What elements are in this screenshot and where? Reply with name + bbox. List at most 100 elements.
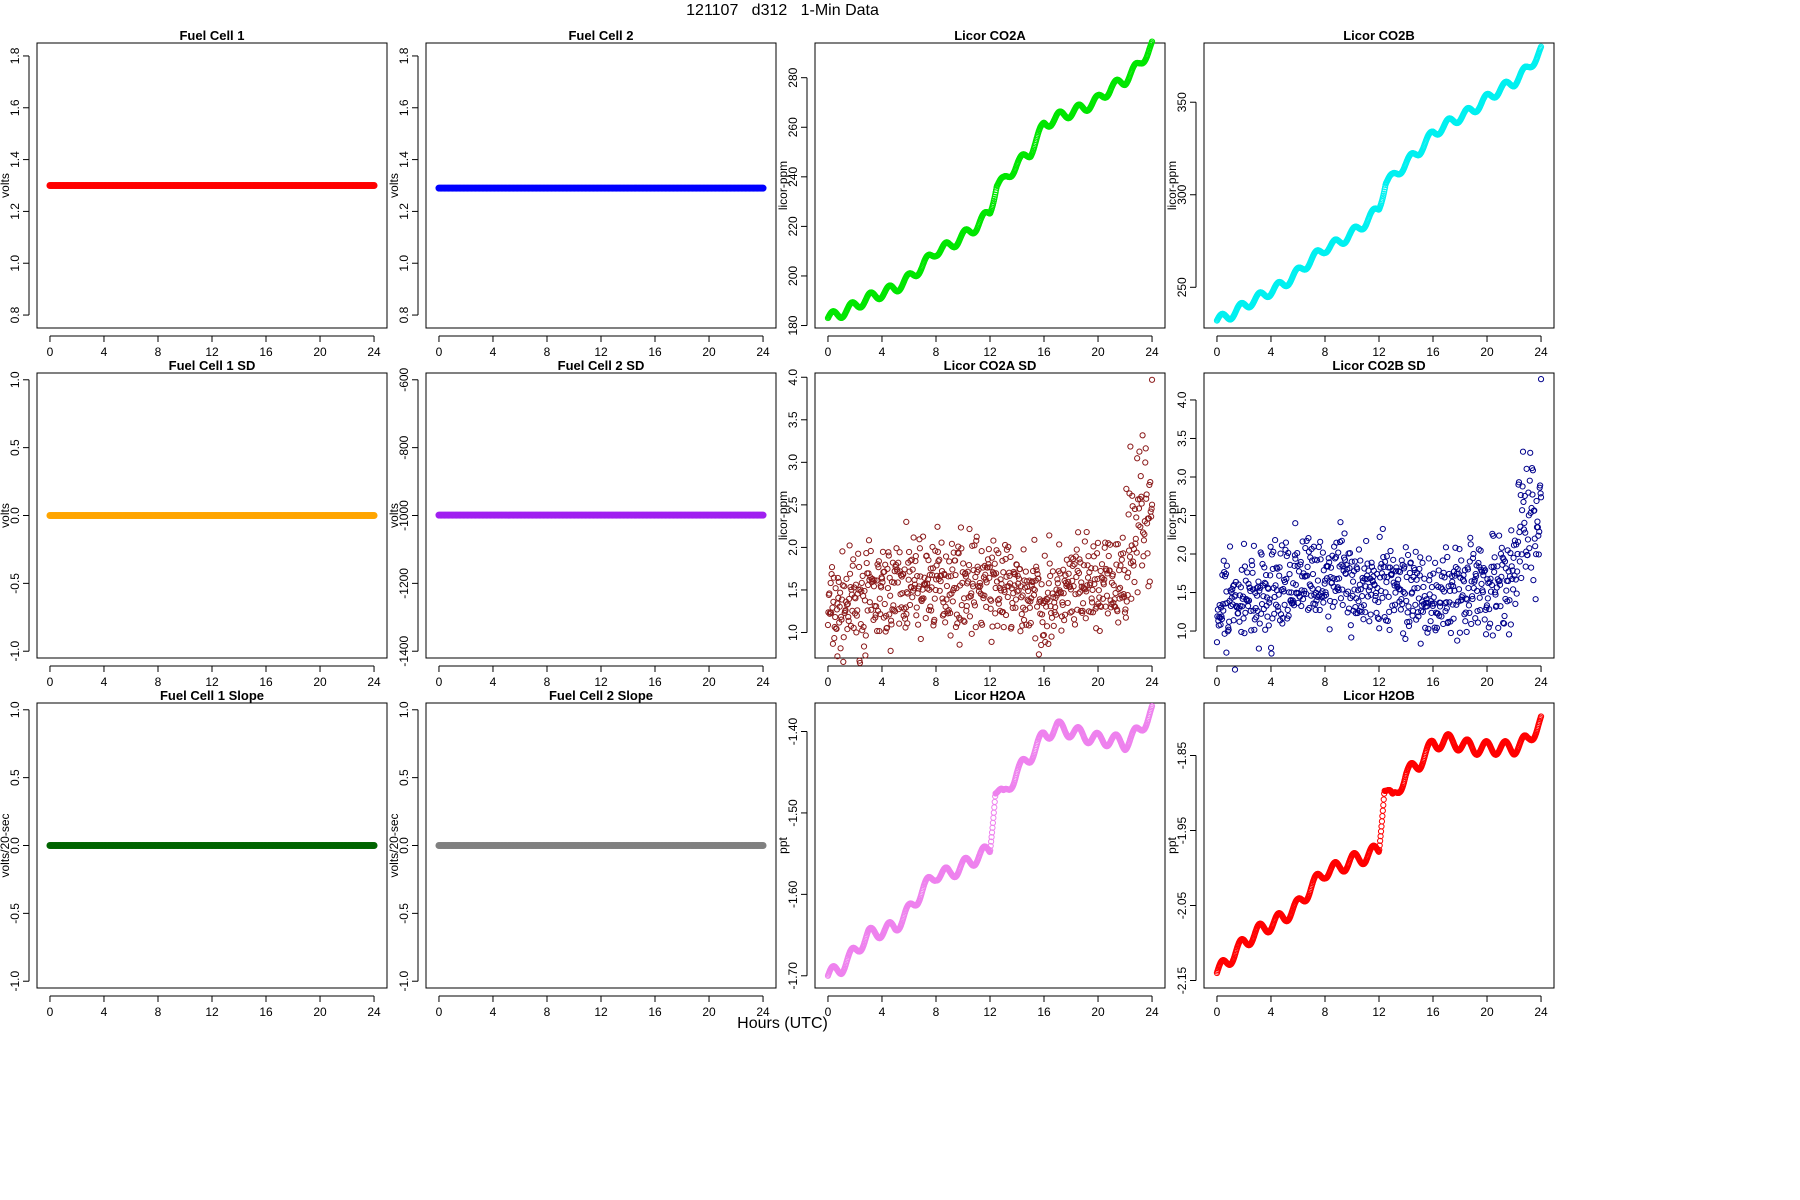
panel-title: Licor CO2B SD [1332,358,1425,373]
data-point [1537,494,1545,501]
data-series [435,511,767,519]
data-point [1419,559,1426,566]
data-point [826,590,833,597]
data-point [870,583,878,590]
panel-title: Licor CO2A [954,28,1026,43]
x-tick-label: 16 [648,675,662,689]
data-point [861,597,869,604]
data-point [1079,600,1087,607]
y-tick-label: -1200 [397,568,411,599]
data-point [1315,543,1322,551]
data-point [1337,595,1345,602]
data-point [1503,587,1510,594]
x-tick-label: 20 [313,675,327,689]
data-point [845,613,852,621]
data-point [922,615,929,622]
data-point [966,525,973,533]
data-point [1226,543,1234,550]
data-point [1089,586,1096,594]
data-point [969,580,976,587]
data-point [908,556,915,563]
data-point [838,616,845,623]
data-point [1101,544,1108,551]
data-series [824,702,1156,979]
plot-frame [814,42,1166,329]
x-tick-label: 16 [259,345,273,359]
x-tick-label: 16 [648,345,662,359]
data-series [1213,43,1545,324]
data-point [759,842,767,849]
y-tick-label: 1.2 [8,203,22,220]
x-tick-label: 16 [1426,345,1440,359]
data-point [1284,606,1291,614]
data-point [1465,585,1472,592]
data-point [1304,563,1311,570]
data-point [1292,555,1299,562]
data-point [1031,536,1038,543]
data-point [862,632,869,639]
data-point [1454,637,1461,644]
chart-panel: Fuel Cell 10 4 8 12 16 20 240.81.01.21.41.61.8… [0,28,388,359]
data-series [46,182,378,189]
x-tick-label: 24 [756,345,770,359]
x-tick-label: 4 [101,345,108,359]
data-point [853,629,860,636]
data-point [945,573,952,580]
data-point [370,182,378,189]
data-point [925,557,932,564]
y-tick-label: 0.8 [8,306,22,323]
y-tick-label: 1.6 [8,99,22,116]
data-point [944,610,951,617]
x-tick-label: 12 [983,675,997,689]
data-point [1385,593,1392,600]
data-point [1283,552,1290,560]
data-point [878,575,886,582]
data-point [1031,586,1038,594]
data-point [1482,631,1490,638]
data-point [921,574,928,581]
data-point [1140,537,1148,544]
data-point [1085,553,1092,560]
x-tick-label: 20 [1480,345,1494,359]
data-point [849,562,856,569]
y-tick-label: 0.0 [8,507,22,524]
data-point [1521,519,1528,526]
y-tick-label: 0.5 [8,439,22,456]
y-axis-label: volts [0,173,12,198]
data-point [977,582,984,589]
data-point [1265,622,1272,629]
data-point [1038,581,1045,588]
chart-panel: Licor CO2A SD0 4 8 12 16 20 241.01.52.02.53.03… [776,358,1166,689]
data-point [859,627,866,634]
data-point [1026,604,1033,611]
plot-frame [814,372,1166,659]
x-tick-label: 24 [1534,345,1548,359]
data-point [370,842,378,849]
data-point [1474,619,1482,626]
data-point [930,622,937,629]
data-point [1104,610,1111,617]
y-tick-label: 4.0 [786,369,800,386]
data-point [832,585,839,592]
x-tick-label: 0 [436,675,443,689]
plot-frame [425,42,777,329]
data-point [1489,632,1496,639]
data-point [991,560,998,567]
data-point [832,613,839,621]
data-point [1213,639,1221,646]
y-tick-label: 2.5 [786,496,800,513]
data-point [861,587,868,595]
data-point [1277,550,1284,557]
data-point [1223,562,1230,569]
data-point [947,632,954,639]
y-tick-label: -600 [397,367,411,391]
data-point [1360,616,1367,623]
data-point [1095,587,1102,594]
data-point [980,595,987,602]
data-point [901,566,908,573]
data-point [943,596,950,603]
x-tick-label: 8 [155,345,162,359]
y-axis-label: volts [387,503,401,528]
y-tick-label: 300 [1175,184,1189,204]
